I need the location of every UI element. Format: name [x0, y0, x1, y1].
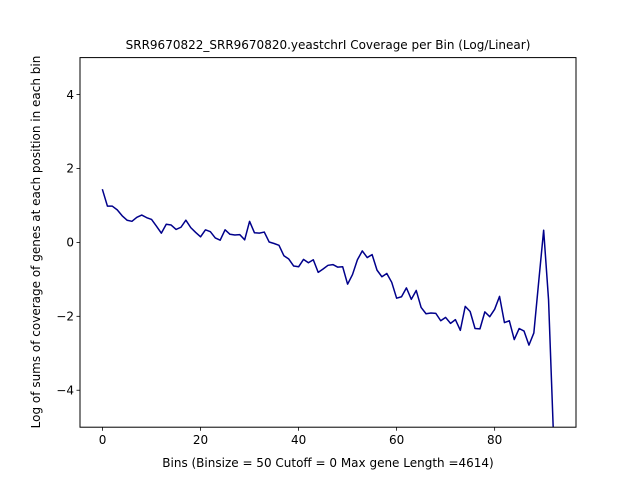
x-tick-label: 60	[389, 433, 404, 447]
y-tick-label: −4	[56, 383, 74, 397]
y-tick-label: 2	[66, 162, 74, 176]
x-tick-label: 80	[487, 433, 502, 447]
ticks-layer: 0 20 40 60 80 −4 −2 0 2 4	[56, 88, 502, 447]
chart-title: SRR9670822_SRR9670820.yeastchrI Coverage…	[126, 38, 531, 52]
y-tick-label: −2	[56, 310, 74, 324]
series-layer	[101, 188, 554, 428]
plot-frame	[79, 57, 577, 428]
x-tick-label: 0	[99, 433, 107, 447]
y-tick-label: 0	[66, 236, 74, 250]
x-axis-label: Bins (Binsize = 50 Cutoff = 0 Max gene L…	[162, 456, 493, 470]
coverage-series-line	[101, 188, 554, 428]
y-axis-label: Log of sums of coverage of genes at each…	[29, 56, 43, 429]
y-tick-label: 4	[66, 88, 74, 102]
x-tick-label: 40	[291, 433, 306, 447]
x-tick-label: 20	[193, 433, 208, 447]
